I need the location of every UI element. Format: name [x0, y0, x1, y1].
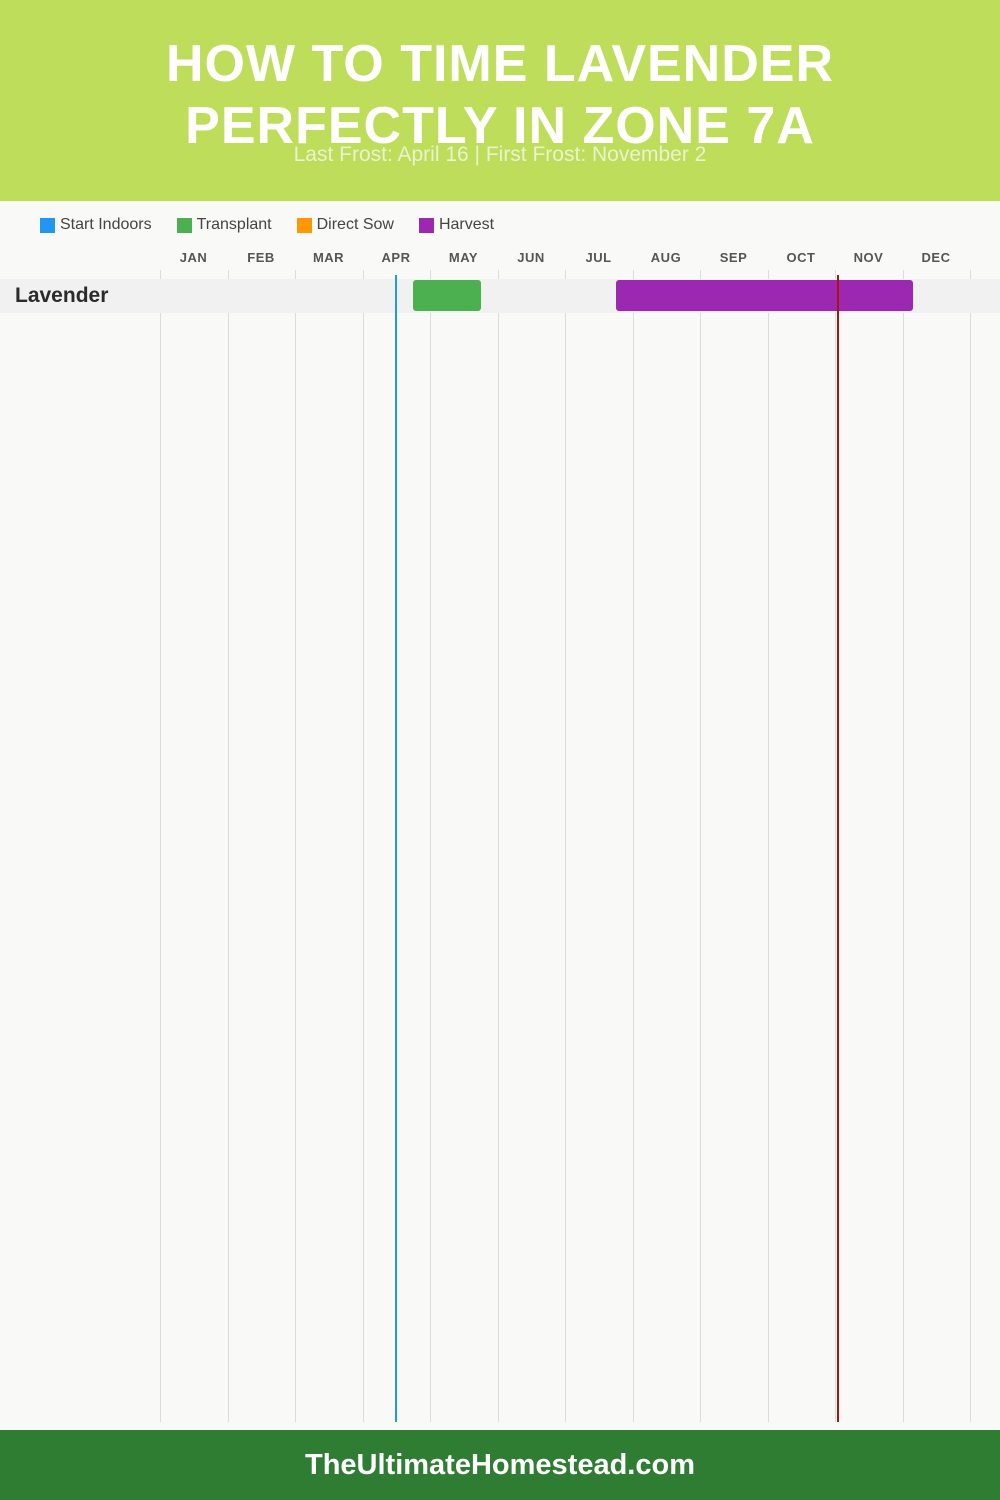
legend: Start Indoors Transplant Direct Sow Harv… — [40, 214, 519, 236]
month-label-apr: APR — [381, 250, 411, 265]
legend-label-start-indoors: Start Indoors — [60, 216, 152, 233]
legend-label-harvest: Harvest — [438, 216, 495, 233]
gridline-1 — [228, 270, 229, 1422]
first-frost-line — [837, 275, 840, 1422]
gridline-4 — [430, 270, 431, 1422]
gridline-10 — [835, 270, 836, 1422]
row-label-lavender: Lavender — [15, 284, 109, 307]
month-label-may: MAY — [448, 250, 479, 265]
legend-swatch-direct-sow — [296, 217, 312, 233]
legend-swatch-start-indoors — [40, 217, 55, 233]
frost-dates-subtitle: Last Frost: April 16 | First Frost: Nove… — [293, 143, 707, 166]
month-label-jul: JUL — [585, 250, 612, 265]
month-label-mar: MAR — [312, 250, 345, 265]
gridline-0 — [160, 270, 161, 1422]
header-banner: HOW TO TIME LAVENDER PERFECTLY IN ZONE 7… — [0, 0, 1000, 201]
bar-harvest — [615, 280, 913, 311]
legend-swatch-transplant — [176, 217, 192, 233]
legend-swatch-harvest — [418, 217, 434, 233]
bar-transplant — [413, 280, 481, 311]
gridline-12 — [970, 270, 971, 1422]
month-label-oct: OCT — [786, 250, 816, 265]
month-label-dec: DEC — [921, 250, 951, 265]
month-label-nov: NOV — [853, 250, 884, 265]
site-url: TheUltimateHomestead.com — [305, 1449, 695, 1481]
month-axis: JAN FEB MAR APR MAY JUN JUL AUG SEP OCT NOV DEC — [0, 250, 1000, 270]
legend-item-harvest: Harvest — [418, 216, 495, 234]
last-frost-line — [395, 275, 398, 1422]
gridline-11 — [903, 270, 904, 1422]
gridline-3 — [363, 270, 364, 1422]
legend-item-start-indoors: Start Indoors — [40, 216, 152, 234]
legend-item-direct-sow: Direct Sow — [296, 216, 394, 234]
page-title-line-1: HOW TO TIME LAVENDER — [165, 35, 835, 93]
month-label-aug: AUG — [650, 250, 682, 265]
month-label-jun: JUN — [517, 250, 545, 265]
gridline-9 — [768, 270, 769, 1422]
gridline-6 — [565, 270, 566, 1422]
legend-item-transplant: Transplant — [176, 216, 272, 234]
gridline-5 — [498, 270, 499, 1422]
footer-banner: TheUltimateHomestead.com — [0, 1430, 1000, 1500]
month-label-jan: JAN — [179, 250, 208, 265]
gridline-7 — [633, 270, 634, 1422]
gridline-2 — [295, 270, 296, 1422]
month-label-sep: SEP — [719, 250, 748, 265]
page-title-line-2: PERFECTLY IN ZONE 7A — [185, 97, 815, 155]
legend-label-transplant: Transplant — [196, 216, 272, 233]
gridline-8 — [700, 270, 701, 1422]
legend-label-direct-sow: Direct Sow — [316, 216, 394, 233]
month-label-feb: FEB — [247, 250, 275, 265]
